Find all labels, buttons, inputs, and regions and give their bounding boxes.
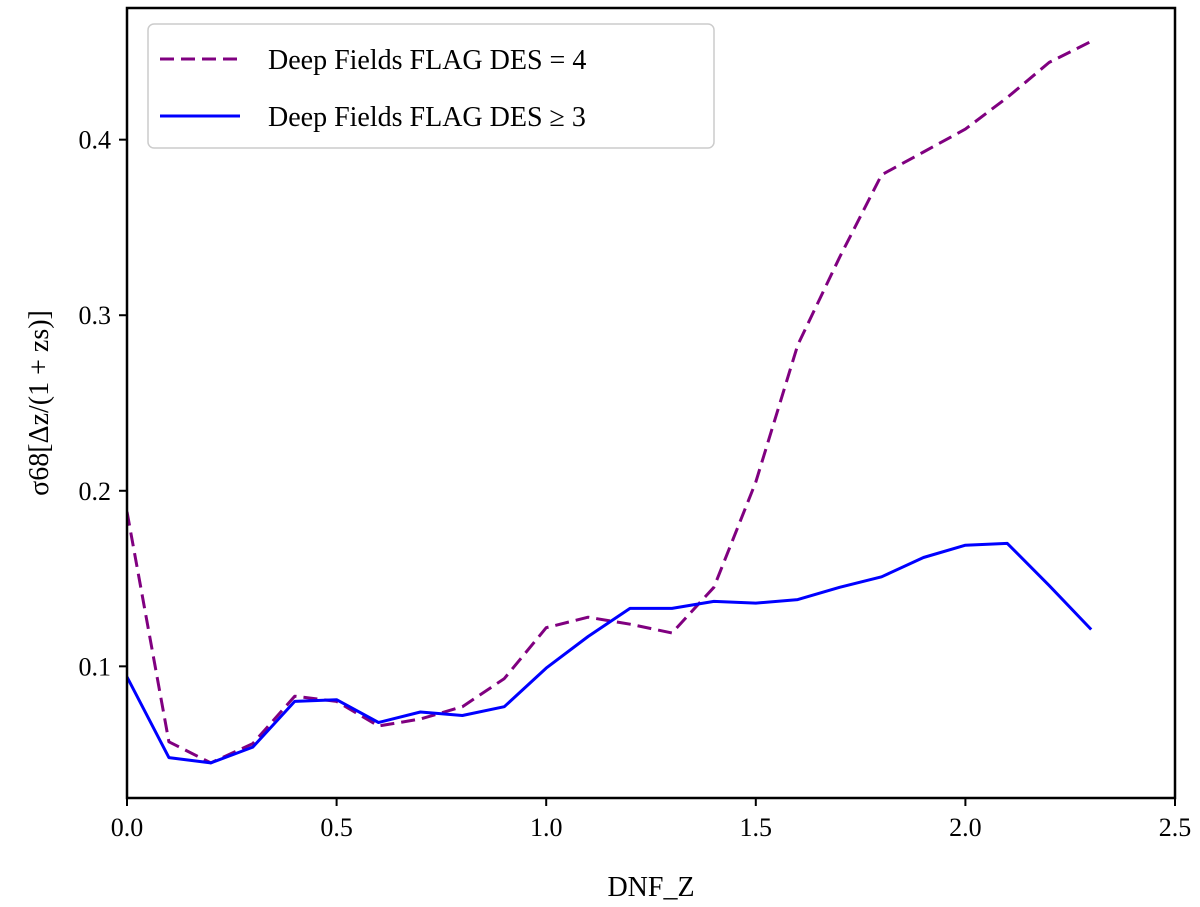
- legend-label-flag-des-4: Deep Fields FLAG DES = 4: [268, 45, 586, 76]
- y-tick-label: 0.4: [79, 126, 112, 155]
- legend: Deep Fields FLAG DES = 4 Deep Fields FLA…: [147, 23, 715, 149]
- x-tick-label: 1.5: [740, 813, 773, 842]
- x-axis-label: DNF_Z: [607, 872, 694, 903]
- series-line-0: [127, 40, 1092, 765]
- series-line-1: [127, 541, 1093, 765]
- legend-label-flag-des-3: Deep Fields FLAG DES ≥ 3: [268, 102, 586, 133]
- x-tick-label: 2.0: [949, 813, 982, 842]
- tick-layer: 0.0 0.5 1.0 1.5 2.0 2.5 0.1 0.2 0.3 0.4: [79, 126, 1192, 842]
- y-tick-label: 0.3: [79, 301, 112, 330]
- x-tick-label: 1.0: [530, 813, 563, 842]
- y-axis-label: σ68[Δz/(1 + zs)]: [24, 310, 55, 496]
- x-tick-label: 0.0: [111, 813, 144, 842]
- series-layer: [127, 40, 1093, 765]
- plot-frame: [125, 6, 1177, 800]
- x-tick-label: 0.5: [320, 813, 353, 842]
- y-tick-label: 0.1: [79, 652, 112, 681]
- legend-box: [147, 23, 715, 149]
- y-tick-label: 0.2: [79, 477, 112, 506]
- x-tick-label: 2.5: [1159, 813, 1192, 842]
